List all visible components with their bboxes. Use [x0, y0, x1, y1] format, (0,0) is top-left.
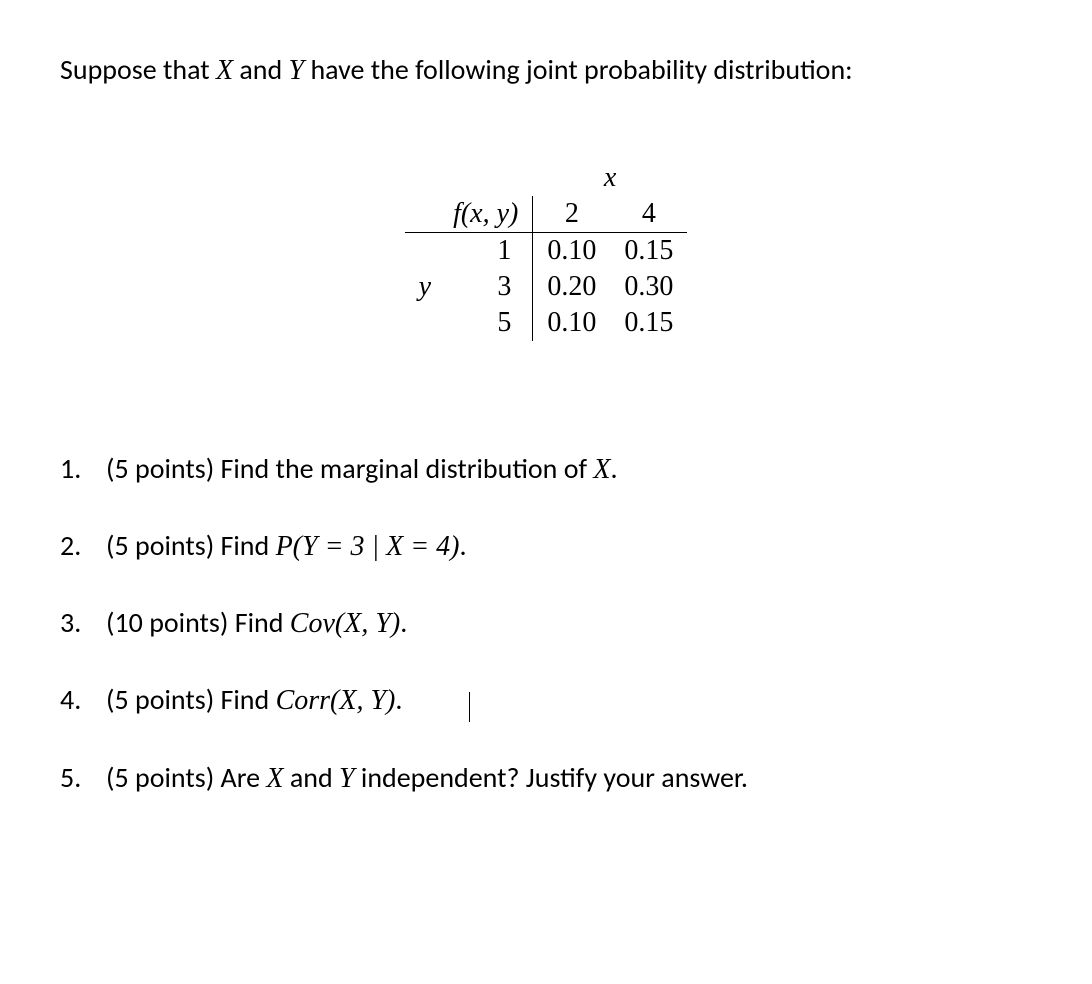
q2-number: 2.: [60, 528, 106, 563]
q5-mid: and: [283, 760, 339, 795]
y-value-0: 1: [476, 233, 533, 270]
question-3: 3. (10 points) Find Cov(X, Y).: [60, 605, 1032, 640]
joint-distribution-table: x f(x, y) 2 4 1 0.10 0.15 y 3 0.20 0.30: [60, 160, 1032, 341]
question-list: 1. (5 points) Find the marginal distribu…: [60, 451, 1032, 794]
q4-text: Find: [214, 682, 275, 717]
q1-after: .: [610, 451, 617, 486]
y-value-1: 3: [476, 269, 533, 305]
q1-number: 1.: [60, 451, 106, 486]
intro-text: Suppose that X and Y have the following …: [60, 50, 1032, 90]
q5-after: independent? Justify your answer.: [355, 760, 748, 795]
q5-expr1: X: [266, 763, 283, 794]
cell-2-0: 0.10: [533, 305, 611, 341]
y-axis-label: y: [405, 269, 439, 305]
q3-points: (10 points): [106, 605, 228, 640]
intro-var-y: Y: [289, 55, 305, 86]
q5-text: Are: [214, 760, 266, 795]
intro-suffix: have the following joint probability dis…: [304, 52, 853, 87]
question-4: 4. (5 points) Find Corr(X, Y).: [60, 682, 1032, 717]
q5-number: 5.: [60, 760, 106, 795]
q2-text: Find: [214, 528, 275, 563]
cell-1-0: 0.20: [533, 269, 611, 305]
q5-expr2: Y: [339, 763, 355, 794]
q1-points: (5 points): [106, 451, 214, 486]
cell-0-1: 0.15: [610, 233, 687, 270]
q4-after: .: [395, 682, 402, 717]
cell-2-1: 0.15: [610, 305, 687, 341]
page: Suppose that X and Y have the following …: [0, 0, 1092, 887]
question-5: 5. (5 points) Are X and Y independent? J…: [60, 760, 1032, 795]
q5-points: (5 points): [106, 760, 214, 795]
intro-prefix: Suppose that: [60, 52, 216, 87]
q2-expr: P(Y = 3 | X = 4): [276, 531, 460, 562]
q1-expr: X: [593, 454, 610, 485]
x-axis-label: x: [533, 160, 688, 196]
q4-number: 4.: [60, 682, 106, 717]
q3-after: .: [400, 605, 407, 640]
q2-points: (5 points): [106, 528, 214, 563]
q2-after: .: [460, 528, 467, 563]
q4-expr: Corr(X, Y): [276, 685, 396, 716]
q3-expr: Cov(X, Y): [290, 608, 400, 639]
intro-mid: and: [233, 52, 289, 87]
q4-points: (5 points): [106, 682, 214, 717]
fxy-label: f(x, y): [439, 196, 533, 233]
q3-text: Find: [228, 605, 289, 640]
intro-var-x: X: [216, 55, 233, 86]
cell-1-1: 0.30: [610, 269, 687, 305]
question-1: 1. (5 points) Find the marginal distribu…: [60, 451, 1032, 486]
text-cursor: [469, 692, 470, 722]
cell-0-0: 0.10: [533, 233, 611, 270]
q1-text: Find the marginal distribution of: [214, 451, 593, 486]
x-value-0: 2: [533, 196, 611, 233]
q3-number: 3.: [60, 605, 106, 640]
question-2: 2. (5 points) Find P(Y = 3 | X = 4).: [60, 528, 1032, 563]
y-value-2: 5: [476, 305, 533, 341]
x-value-1: 4: [610, 196, 687, 233]
